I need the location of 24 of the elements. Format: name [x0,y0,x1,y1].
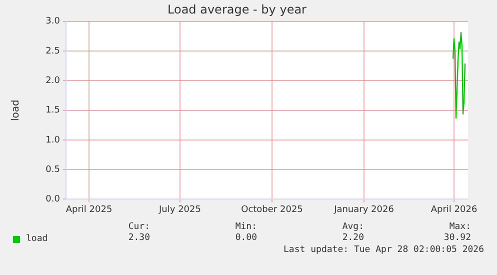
y-tick-label: 0.5 [46,164,60,175]
text: 30.92 [444,233,471,243]
text: 2.30 [128,233,150,243]
text: Last update: Tue Apr 28 02:00:05 2026 [284,245,484,255]
y-tick-label: 1.5 [46,106,60,116]
x-tick-label: July 2025 [158,204,201,215]
text: 0.00 [235,233,257,243]
y-tick-label: 2.0 [46,76,60,86]
x-tick-label: April 2026 [430,204,478,215]
y-tick-label: 1.0 [46,135,60,146]
y-tick-label: 3.0 [46,16,60,27]
legend-label: load [26,234,48,244]
text: Min: [235,222,257,232]
y-tick-label: 0.0 [46,194,60,205]
y-tick-label: 2.5 [46,46,60,56]
y-axis-title: load [10,100,22,121]
text: 2.20 [342,233,364,243]
text: Cur: [128,222,150,232]
chart-title: Load average - by year [168,2,307,16]
x-tick-label: October 2025 [241,204,303,215]
x-tick-label: April 2025 [66,204,112,215]
text: Max: [449,222,471,232]
x-tick-label: January 2026 [333,204,394,215]
text: Avg: [342,222,364,232]
